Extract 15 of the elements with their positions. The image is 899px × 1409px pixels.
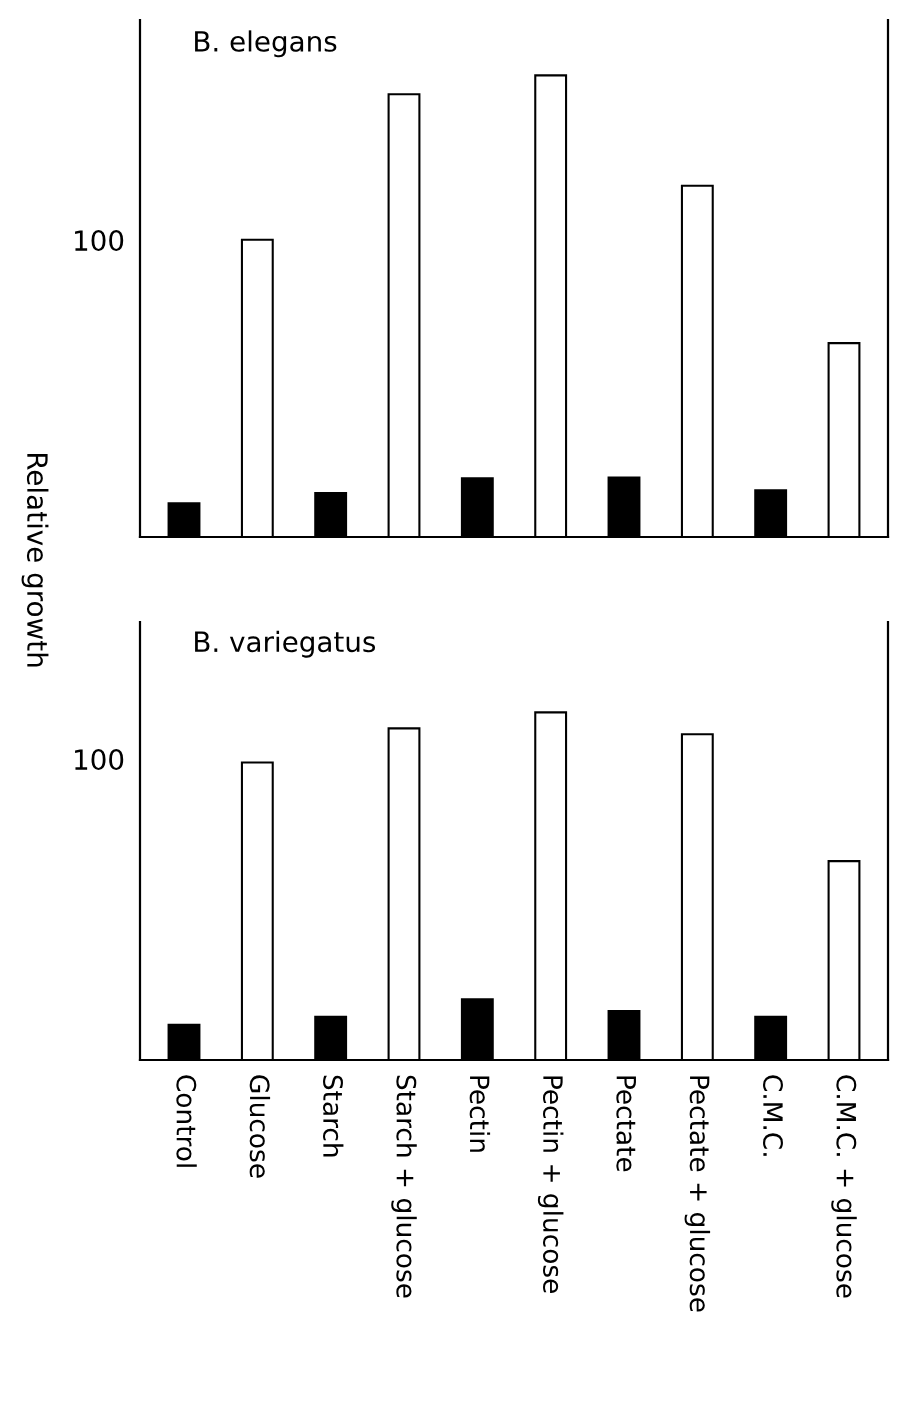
x-tick-label: Pectate [616, 1076, 636, 1172]
text: 100 [75, 749, 124, 771]
chart-title: B. variegatus [195, 630, 376, 658]
x-tick-label: Pectate + glucose [684, 1076, 711, 1312]
x-tick-label: Pectin + glucose [537, 1076, 564, 1293]
x-tick-label: C.M.C. [763, 1075, 783, 1156]
x-tick-label: Starch + glucose [391, 1075, 417, 1298]
text: 100 [75, 230, 124, 252]
chart-title: B. elegans [195, 30, 337, 58]
y-axis-title: Relative growth [21, 453, 49, 667]
x-tick-label: Control [176, 1075, 197, 1167]
x-tick-label: C.M.C. + glucose [831, 1075, 857, 1298]
x-tick-label: Pectin [469, 1076, 491, 1152]
x-tick-label: Starch [323, 1075, 344, 1157]
x-tick-label: Glucose [249, 1075, 271, 1178]
